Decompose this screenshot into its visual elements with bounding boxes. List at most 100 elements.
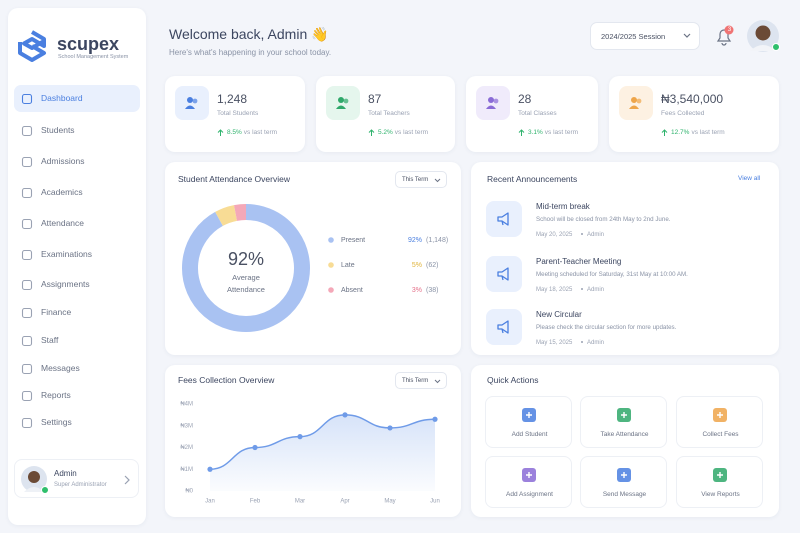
action-icon (522, 468, 536, 482)
user-name: Admin (54, 469, 77, 478)
x-tick-label: Mar (295, 499, 305, 505)
nav-item[interactable]: Examinations (14, 241, 140, 268)
bell-button[interactable] (712, 24, 736, 48)
x-tick-label: Apr (340, 499, 349, 505)
nav-icon (21, 279, 33, 291)
nav-label: Messages (41, 363, 80, 373)
quick-action[interactable]: Take Attendance (580, 396, 667, 448)
legend-dot (328, 287, 334, 293)
megaphone (497, 267, 509, 281)
donut-segment (182, 204, 310, 332)
meta-dot (581, 233, 583, 235)
x-tick-label: Feb (250, 499, 261, 505)
chevron (434, 379, 441, 384)
quick-action[interactable]: Collect Fees (676, 396, 763, 448)
megaphone (497, 320, 509, 334)
card-title: Student Attendance Overview (178, 174, 290, 184)
brand-subtitle: School Management System (58, 54, 129, 60)
chevron (434, 178, 441, 183)
stat-trend-text: vs last term (243, 129, 278, 136)
stat-label: Total Classes (518, 110, 557, 117)
action-label: View Reports (701, 491, 740, 498)
trend-arrow (518, 129, 525, 136)
legend-count: (62) (426, 262, 438, 269)
nav-item[interactable]: Messages (14, 355, 140, 382)
user-card[interactable]: Admin Super Administrator (14, 459, 139, 498)
filter-label: This Term (402, 177, 429, 183)
point (207, 466, 213, 472)
card-title: Fees Collection Overview (178, 375, 275, 385)
stat-glyph (185, 97, 198, 109)
stat-value: 1,248 (217, 92, 248, 106)
stat-trend-text: vs last term (691, 129, 725, 136)
nav-item[interactable]: Reports (14, 382, 140, 409)
nav-item[interactable]: Academics (14, 179, 140, 206)
stat-trend: 5.2% (378, 129, 393, 136)
nav-label: Admissions (41, 156, 85, 166)
stat-value: ₦3,540,000 (661, 92, 724, 106)
announcement-body: Please check the circular section for mo… (536, 324, 677, 331)
nav-item[interactable]: Admissions (14, 148, 140, 175)
notification-count: 3 (727, 27, 732, 33)
y-tick-label: ₦1M (180, 467, 193, 473)
nav-item[interactable]: Dashboard (14, 85, 140, 112)
nav-item[interactable]: Students (14, 117, 140, 144)
nav-item[interactable]: Assignments (14, 271, 140, 298)
stat-trend: 8.5% (227, 129, 242, 136)
quick-action[interactable]: Send Message (580, 456, 667, 508)
action-label: Send Message (602, 491, 647, 498)
nav-item[interactable]: Attendance (14, 210, 140, 237)
card-title: Quick Actions (487, 375, 539, 385)
point (297, 434, 303, 440)
legend-label: Late (341, 262, 355, 269)
nav-icon (21, 335, 33, 347)
announcement-author: Admin (587, 340, 605, 346)
center-label: Average Attendance (227, 273, 265, 294)
nav-icon (21, 417, 33, 429)
action-label: Collect Fees (702, 431, 739, 438)
legend-percent: 92% (408, 237, 422, 244)
y-tick-label: ₦2M (180, 445, 193, 451)
trend-arrow (217, 129, 224, 136)
legend-label: Present (341, 237, 365, 244)
meta-dot (581, 341, 583, 343)
nav-item[interactable]: Finance (14, 299, 140, 326)
filter-select[interactable]: This Term (395, 372, 447, 389)
stat-card: ₦3,540,000 Fees Collected 12.7% vs last ter… (609, 76, 779, 152)
action-label: Add Student (511, 431, 548, 438)
stat-label: Total Students (217, 110, 259, 117)
quick-action[interactable]: View Reports (676, 456, 763, 508)
nav-label: Dashboard (41, 93, 83, 103)
filter-select[interactable]: This Term (395, 171, 447, 188)
stat-trend-text: vs last term (394, 129, 429, 136)
announcement-author: Admin (587, 287, 605, 293)
chevron (683, 33, 691, 38)
action-icon (617, 408, 631, 422)
stat-label: Total Teachers (368, 110, 410, 117)
nav-label: Attendance (41, 218, 85, 228)
nav-label: Students (41, 125, 75, 135)
announcement-body: Meeting scheduled for Saturday, 31st May… (536, 271, 688, 278)
action-icon (522, 408, 536, 422)
view-all-link[interactable]: View all (738, 175, 761, 182)
welcome-subtitle: Here's what's happening in your school t… (169, 48, 332, 57)
quick-action[interactable]: Add Assignment (485, 456, 572, 508)
card-title: Recent Announcements (487, 174, 578, 184)
quick-action[interactable]: Add Student (485, 396, 572, 448)
stat-icon (476, 86, 510, 120)
megaphone (497, 212, 509, 226)
legend-percent: 3% (412, 287, 422, 294)
nav-icon (21, 390, 33, 402)
announcement-title: Parent-Teacher Meeting (536, 257, 622, 266)
session-select[interactable]: 2024/2025 Session (590, 22, 700, 50)
x-tick-label: Jun (430, 499, 440, 505)
legend-label: Absent (341, 287, 363, 294)
nav-icon (21, 187, 33, 199)
nav-label: Settings (41, 417, 72, 427)
nav-item[interactable]: Staff (14, 327, 140, 354)
header-avatar[interactable] (746, 19, 782, 55)
stat-icon (175, 86, 209, 120)
legend-percent: 5% (412, 262, 422, 269)
nav-item[interactable]: Settings (14, 409, 140, 436)
